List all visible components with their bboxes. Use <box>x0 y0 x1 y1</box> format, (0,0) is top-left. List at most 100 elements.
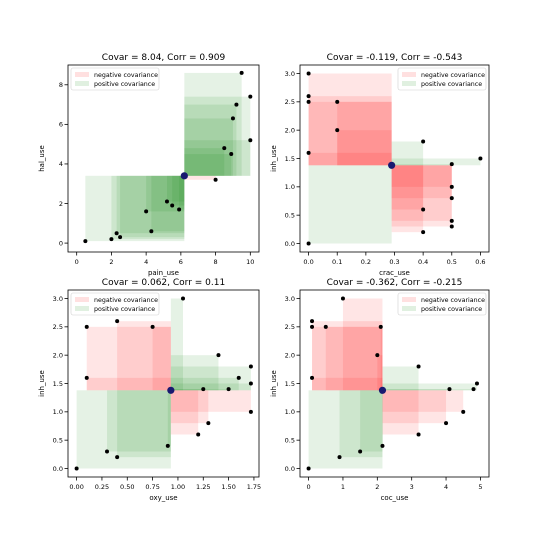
data-point-6 <box>337 455 342 460</box>
data-point-8 <box>165 443 170 448</box>
data-point-3 <box>114 231 119 236</box>
legend-box <box>70 67 160 91</box>
covariance-rect-5 <box>117 321 171 391</box>
negative-covariance-swatch <box>75 72 89 77</box>
covariance-rect-10 <box>380 326 383 391</box>
legend-label: positive covariance <box>421 306 482 313</box>
x-tick-label: 6 <box>179 258 183 266</box>
data-point-10 <box>421 230 426 235</box>
data-point-5 <box>306 241 311 246</box>
y-tick-label: 2.5 <box>285 98 295 106</box>
covariance-rect-1 <box>76 390 171 469</box>
data-point-5 <box>115 319 120 324</box>
y-tick-label: 0.5 <box>285 436 295 444</box>
x-tick-label: 0 <box>307 483 311 491</box>
positive-covariance-swatch <box>75 306 89 311</box>
legend: negative covariance positive covariance <box>397 292 487 316</box>
y-tick-label: 2.0 <box>285 351 295 359</box>
covariance-rect-10 <box>170 390 199 435</box>
covariance-rect-4 <box>312 377 383 391</box>
data-point-3 <box>310 324 315 329</box>
data-point-15 <box>449 224 454 229</box>
legend-label: negative covariance <box>94 297 158 304</box>
plot-area <box>68 290 259 477</box>
data-point-8 <box>421 139 426 144</box>
covariance-rect-4 <box>107 390 171 452</box>
data-point-4 <box>105 449 110 454</box>
y-tick-label: 1.5 <box>285 155 295 163</box>
data-point-5 <box>323 324 328 329</box>
covariance-rect-6 <box>337 101 392 166</box>
x-axis-label: crac_use <box>379 269 410 277</box>
data-point-2 <box>310 319 315 324</box>
data-point-15 <box>239 70 244 75</box>
x-tick-label: 0.1 <box>332 258 342 266</box>
covariance-rect-9 <box>391 165 424 210</box>
data-point-9 <box>375 353 380 358</box>
mean-point <box>388 161 396 169</box>
data-point-13 <box>216 353 221 358</box>
covariance-rect-16 <box>170 366 251 391</box>
covariance-rect-3 <box>86 326 171 391</box>
covariance-rect-8 <box>172 175 185 206</box>
covariance-rect-13 <box>170 355 219 391</box>
positive-covariance-swatch <box>402 306 416 311</box>
covariance-rect-1 <box>308 390 383 469</box>
subplot-3: 0.00 0.25 0.50 0.75 1.00 1.25 1.50 1.75 0.0 0.5 1.… <box>38 278 261 502</box>
y-tick-label: 1.0 <box>285 408 295 416</box>
data-point-18 <box>474 381 479 386</box>
data-point-16 <box>248 364 253 369</box>
covariance-rect-17 <box>382 389 474 391</box>
subplot-title: Covar = -0.362, Corr = -0.215 <box>327 278 463 288</box>
covariance-rect-8 <box>391 141 424 166</box>
covariance-rect-11 <box>391 164 452 166</box>
covariance-rectangles <box>308 298 477 469</box>
data-point-17 <box>248 381 253 386</box>
data-point-13 <box>416 432 421 437</box>
covariance-rect-17 <box>184 96 251 176</box>
data-point-7 <box>150 324 155 329</box>
covariance-rect-12 <box>391 165 452 187</box>
covariance-rect-13 <box>391 165 452 199</box>
x-tick-label: 0.50 <box>120 483 134 491</box>
covariance-rect-17 <box>170 383 251 391</box>
y-axis-label: inh_use <box>38 370 46 397</box>
legend-label: negative covariance <box>94 72 158 79</box>
covariance-rect-14 <box>184 104 237 176</box>
data-point-17 <box>471 387 476 392</box>
x-tick-label: 3 <box>410 483 414 491</box>
covariance-rect-8 <box>167 390 171 446</box>
subplot-4: 0 1 2 3 4 5 0.0 0.5 1.0 1.5 2.0 2.5 3.0 coc_use inh_us… <box>270 278 490 502</box>
data-point-13 <box>449 196 454 201</box>
covariance-rectangles <box>308 73 481 244</box>
legend-box <box>70 292 160 316</box>
data-point-4 <box>310 375 315 380</box>
y-tick-label: 1.0 <box>285 183 295 191</box>
plot-area <box>68 65 259 252</box>
data-point-6 <box>335 99 340 104</box>
mean-point <box>180 172 188 180</box>
y-tick-label: 6 <box>59 121 63 129</box>
y-tick-label: 3.0 <box>285 295 295 303</box>
data-point-7 <box>340 296 345 301</box>
x-tick-label: 0.5 <box>447 258 457 266</box>
data-point-14 <box>449 218 454 223</box>
data-point-9 <box>421 207 426 212</box>
data-point-17 <box>248 94 253 99</box>
data-point-12 <box>229 152 234 157</box>
data-point-9 <box>177 207 182 212</box>
data-point-13 <box>230 116 235 121</box>
negative-covariance-swatch <box>402 297 416 302</box>
legend-label: positive covariance <box>94 81 155 88</box>
data-point-16 <box>248 138 253 143</box>
x-tick-label: 0.75 <box>145 483 159 491</box>
data-point-10 <box>213 177 218 182</box>
x-tick-label: 2 <box>109 258 113 266</box>
data-point-5 <box>144 209 149 214</box>
data-point-3 <box>306 99 311 104</box>
covariance-rect-12 <box>170 390 209 424</box>
legend-label: negative covariance <box>421 72 485 79</box>
data-point-10 <box>378 324 383 329</box>
mean-point <box>378 386 387 394</box>
covariance-rect-3 <box>308 101 392 166</box>
